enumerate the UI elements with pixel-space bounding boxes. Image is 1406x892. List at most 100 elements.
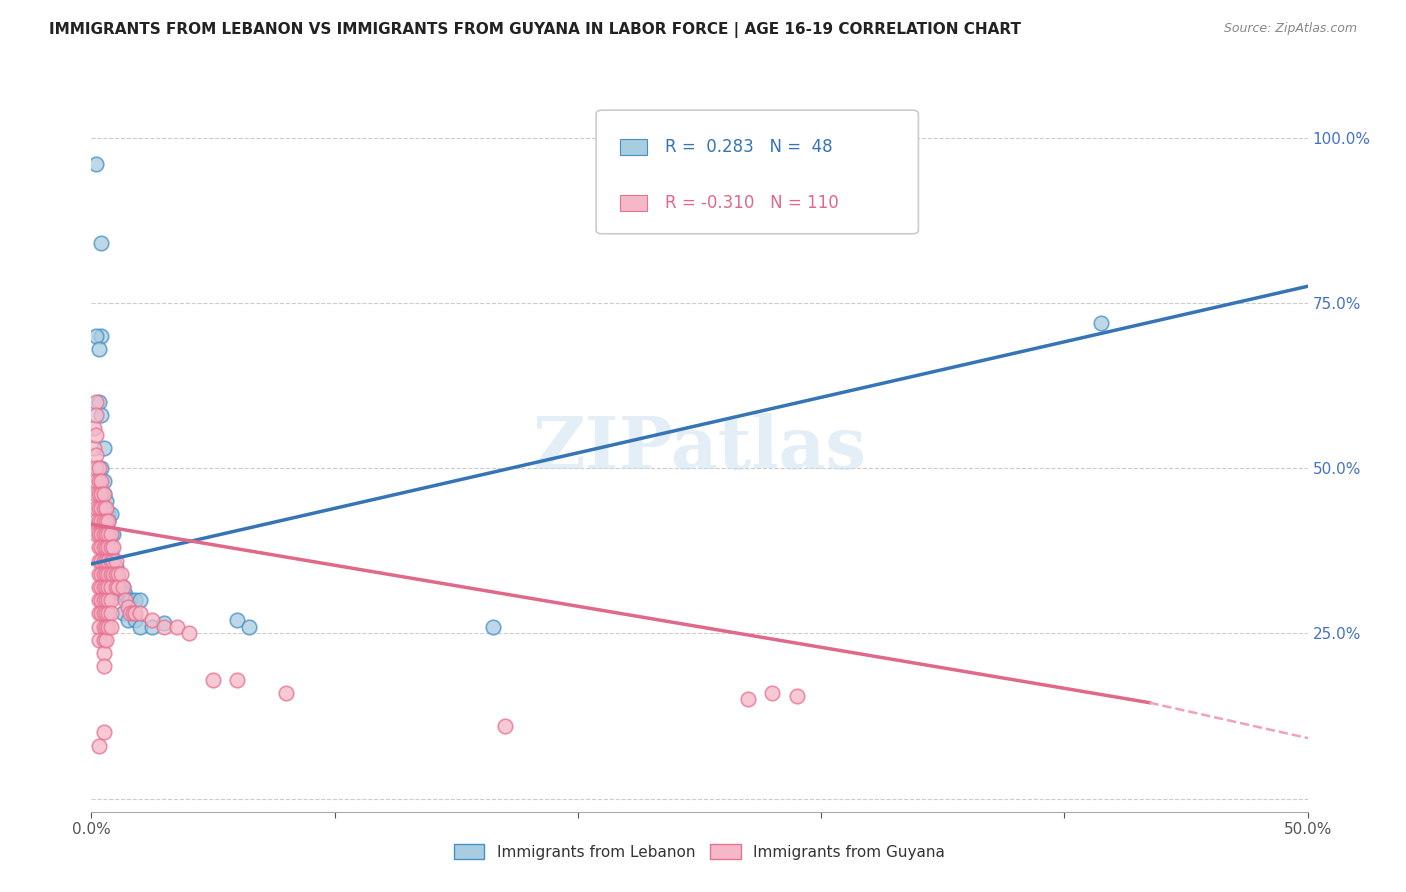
- Point: [97, 607, 120, 621]
- Point: [94, 553, 117, 567]
- Point: [87, 632, 110, 647]
- Point: [100, 593, 122, 607]
- Point: [93, 632, 115, 647]
- FancyBboxPatch shape: [620, 194, 647, 211]
- Point: [104, 566, 127, 581]
- Point: [104, 580, 127, 594]
- Point: [87, 527, 110, 541]
- Point: [238, 620, 260, 634]
- Point: [100, 553, 122, 567]
- Point: [111, 607, 134, 621]
- Point: [97, 527, 120, 541]
- Point: [84, 395, 107, 409]
- Point: [90, 580, 112, 594]
- Text: R = -0.310   N = 110: R = -0.310 N = 110: [665, 194, 839, 211]
- Point: [87, 566, 110, 581]
- Point: [177, 626, 200, 640]
- Point: [97, 547, 120, 561]
- Point: [90, 514, 112, 528]
- Point: [93, 514, 115, 528]
- Point: [97, 580, 120, 594]
- Point: [141, 613, 163, 627]
- Point: [100, 607, 122, 621]
- Point: [124, 613, 146, 627]
- Point: [84, 487, 107, 501]
- Point: [90, 566, 112, 581]
- Point: [97, 508, 120, 522]
- Point: [93, 607, 115, 621]
- Point: [93, 659, 115, 673]
- Point: [90, 593, 112, 607]
- Point: [93, 593, 115, 607]
- Point: [117, 599, 139, 614]
- Point: [84, 475, 107, 489]
- Point: [84, 428, 107, 442]
- Text: R =  0.283   N =  48: R = 0.283 N = 48: [665, 137, 834, 155]
- Point: [94, 527, 117, 541]
- Point: [494, 719, 516, 733]
- Point: [87, 541, 110, 555]
- Text: Source: ZipAtlas.com: Source: ZipAtlas.com: [1223, 22, 1357, 36]
- Point: [94, 541, 117, 555]
- Point: [84, 514, 107, 528]
- Point: [93, 580, 115, 594]
- Point: [87, 500, 110, 515]
- Point: [90, 607, 112, 621]
- Point: [93, 566, 115, 581]
- Point: [114, 587, 136, 601]
- Point: [94, 566, 117, 581]
- Point: [90, 236, 112, 251]
- Point: [110, 566, 132, 581]
- Point: [87, 461, 110, 475]
- Point: [124, 607, 146, 621]
- Point: [114, 593, 136, 607]
- Point: [97, 541, 120, 555]
- Point: [100, 547, 122, 561]
- Point: [153, 620, 176, 634]
- Point: [90, 461, 112, 475]
- Point: [83, 442, 105, 455]
- Point: [481, 620, 503, 634]
- Point: [104, 574, 127, 588]
- Point: [90, 329, 112, 343]
- Point: [94, 593, 117, 607]
- Point: [87, 593, 110, 607]
- Point: [97, 514, 120, 528]
- Text: IMMIGRANTS FROM LEBANON VS IMMIGRANTS FROM GUYANA IN LABOR FORCE | AGE 16-19 COR: IMMIGRANTS FROM LEBANON VS IMMIGRANTS FR…: [49, 22, 1021, 38]
- Point: [84, 527, 107, 541]
- Point: [103, 566, 125, 581]
- Point: [129, 607, 152, 621]
- Point: [100, 566, 122, 581]
- FancyBboxPatch shape: [620, 138, 647, 154]
- Point: [93, 646, 115, 660]
- Point: [94, 514, 117, 528]
- Point: [93, 553, 115, 567]
- Point: [117, 593, 139, 607]
- Point: [90, 500, 112, 515]
- Point: [84, 157, 107, 171]
- Point: [93, 527, 115, 541]
- Point: [111, 580, 134, 594]
- Point: [97, 593, 120, 607]
- Point: [97, 514, 120, 528]
- Point: [103, 541, 125, 555]
- Point: [786, 689, 808, 703]
- Point: [97, 620, 120, 634]
- Point: [141, 620, 163, 634]
- Point: [87, 580, 110, 594]
- Point: [97, 566, 120, 581]
- Point: [100, 580, 122, 594]
- Point: [94, 508, 117, 522]
- Point: [100, 560, 122, 574]
- Point: [87, 475, 110, 489]
- Point: [129, 620, 152, 634]
- Point: [761, 686, 783, 700]
- Point: [94, 541, 117, 555]
- Point: [120, 607, 142, 621]
- Point: [107, 574, 129, 588]
- Point: [93, 487, 115, 501]
- Point: [87, 395, 110, 409]
- Point: [83, 421, 105, 435]
- Point: [90, 408, 112, 422]
- Point: [94, 500, 117, 515]
